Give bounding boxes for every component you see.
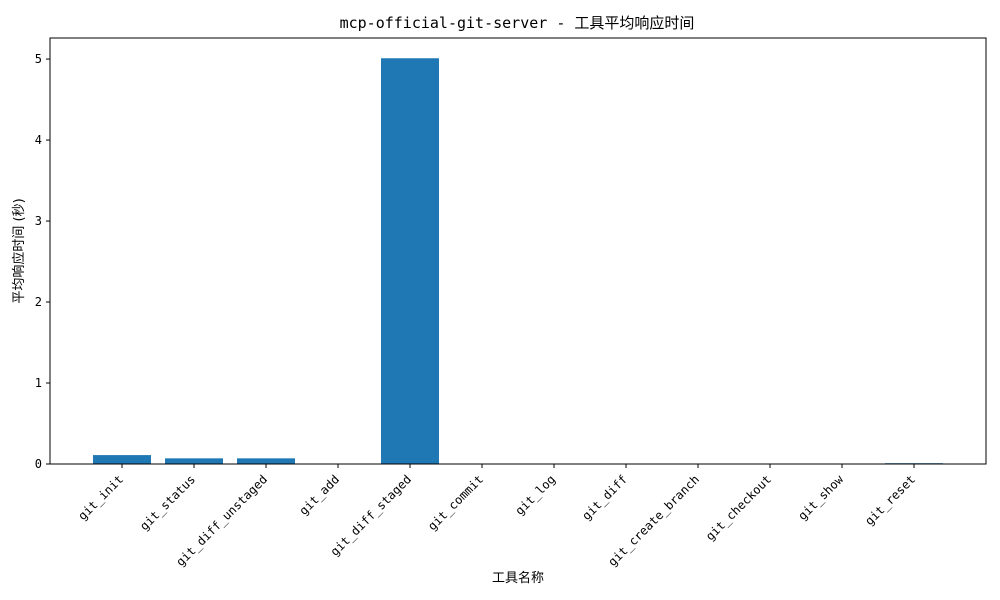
x-tick-label: git_commit <box>425 472 486 533</box>
y-tick-label: 1 <box>35 376 42 390</box>
bar-git-diff-staged <box>381 58 439 465</box>
bars-group <box>93 58 943 465</box>
y-axis: 0 1 2 3 4 5 <box>35 52 50 471</box>
x-tick-label: git_add <box>296 472 342 518</box>
y-tick-label: 0 <box>35 457 42 471</box>
y-tick-label: 5 <box>35 52 42 66</box>
chart-title: mcp-official-git-server - 工具平均响应时间 <box>340 14 695 32</box>
y-tick-label: 4 <box>35 133 42 147</box>
bar-git-diff-unstaged <box>237 458 295 464</box>
x-tick-label: git_show <box>795 472 846 523</box>
x-tick-label: git_log <box>512 472 558 518</box>
x-axis-label: 工具名称 <box>492 570 544 586</box>
y-axis-label: 平均响应时间 (秒) <box>11 198 27 303</box>
x-tick-label: git_init <box>75 472 126 523</box>
bar-git-init <box>93 455 151 464</box>
x-tick-label: git_status <box>137 472 198 533</box>
plot-frame <box>49 37 987 465</box>
x-tick-label: git_checkout <box>703 472 774 543</box>
x-tick-label: git_diff_staged <box>328 472 415 559</box>
x-tick-label: git_diff <box>579 472 630 523</box>
y-tick-label: 2 <box>35 295 42 309</box>
bar-git-status <box>165 458 223 464</box>
x-tick-label: git_reset <box>862 472 918 528</box>
y-tick-label: 3 <box>35 214 42 228</box>
